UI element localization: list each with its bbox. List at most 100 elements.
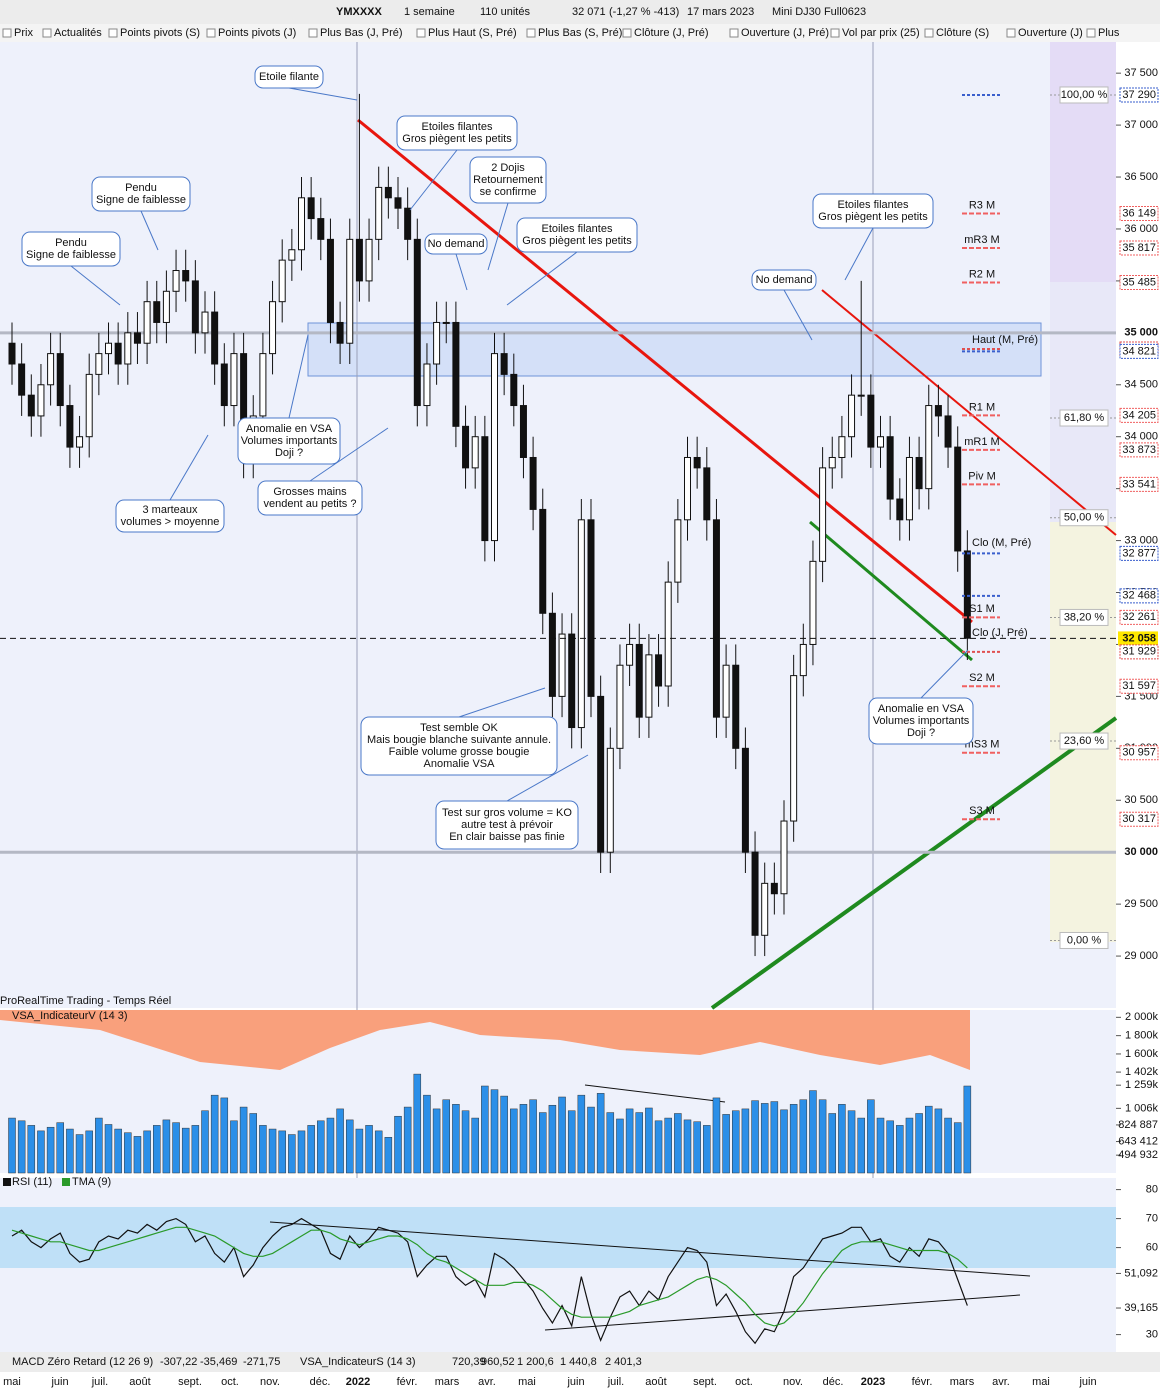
x-tick-label: déc. [823, 1376, 844, 1388]
volume-bar [953, 1122, 962, 1174]
callout [868, 697, 974, 745]
candle-body [770, 882, 778, 895]
callout [360, 716, 558, 776]
candle-body [491, 353, 498, 542]
tab-checkbox[interactable] [622, 28, 632, 38]
volume-bar [809, 1090, 817, 1174]
y-tick-label: 34 000 [1124, 431, 1158, 443]
candle-body [56, 353, 64, 407]
tab[interactable]: Plus [1098, 27, 1120, 39]
tab-checkbox[interactable] [2, 28, 12, 38]
units[interactable]: 110 unités [480, 6, 530, 18]
tab-checkbox[interactable] [924, 28, 934, 38]
candle-body [577, 519, 585, 729]
x-tick-label: août [645, 1376, 666, 1388]
tab[interactable]: Ouverture (J) [1018, 27, 1083, 39]
candle-body [635, 643, 643, 718]
callout-pointer [409, 149, 458, 211]
candle-body [95, 353, 103, 375]
candle-body [529, 456, 537, 510]
tab[interactable]: Plus Haut (S, Pré) [428, 27, 517, 39]
callout-text: Etoiles filantes [542, 223, 613, 235]
price-tag-label: 33 541 [1122, 478, 1156, 490]
callout [751, 269, 817, 291]
x-tick-label: oct. [735, 1376, 753, 1388]
x-tick-label: juin [566, 1376, 584, 1388]
x-tick-label: 2022 [346, 1376, 370, 1388]
volume-bar [693, 1121, 701, 1174]
price-tag-label: 31 929 [1122, 646, 1156, 658]
tab[interactable]: Plus Bas (J, Pré) [320, 27, 403, 39]
tab[interactable]: Points pivots (J) [218, 27, 296, 39]
candle-body [587, 519, 595, 697]
x-tick-label: mars [435, 1376, 460, 1388]
tab-checkbox[interactable] [416, 28, 426, 38]
candle-body [809, 560, 817, 645]
candle-body [346, 238, 354, 344]
tab-checkbox[interactable] [42, 28, 52, 38]
candle-body [133, 332, 141, 344]
callout-pointer [783, 289, 813, 341]
volume-bar [85, 1130, 93, 1174]
callout-pointer [506, 251, 578, 306]
volume-bar [37, 1130, 45, 1174]
fib-zone [1050, 42, 1116, 282]
fib-label: 38,20 % [1064, 611, 1105, 623]
tab-checkbox[interactable] [108, 28, 118, 38]
x-tick-label: nov. [260, 1376, 280, 1388]
volume-bar [548, 1104, 557, 1174]
fib-zone [1050, 522, 1116, 942]
volume-trendline [584, 1084, 726, 1103]
tab[interactable]: Vol par prix (25) [842, 27, 920, 39]
x-tick-label: juil. [91, 1376, 109, 1388]
callout-text: Gros piègent les petits [402, 133, 512, 145]
volume-bar [432, 1108, 441, 1174]
volume-bar [346, 1119, 354, 1174]
candle-body [500, 353, 508, 375]
pivot-name: R2 M [969, 268, 995, 280]
candle-body [269, 301, 277, 355]
tab[interactable]: Actualités [54, 27, 102, 39]
y-tick-label: 35 000 [1124, 327, 1158, 339]
volume-bar [915, 1113, 923, 1174]
callout-pointer [920, 649, 969, 699]
tab[interactable]: Prix [14, 27, 33, 39]
tab[interactable]: Plus Bas (S, Pré) [538, 27, 622, 39]
source-label: ProRealTime Trading - Temps Réel [0, 995, 171, 1007]
tab-checkbox[interactable] [1006, 28, 1016, 38]
candle-body [172, 270, 180, 292]
tab[interactable]: Clôture (J, Pré) [634, 27, 709, 39]
candle-body [616, 664, 624, 749]
volume-bar [288, 1134, 296, 1174]
y-tick-label: 37 500 [1124, 67, 1158, 79]
tab[interactable]: Points pivots (S) [120, 27, 200, 39]
tab-checkbox[interactable] [729, 28, 739, 38]
volume-bar [741, 1108, 750, 1174]
candle-body [211, 311, 219, 365]
callout [91, 176, 191, 212]
period[interactable]: 1 semaine [404, 6, 455, 18]
tab[interactable]: Clôture (S) [936, 27, 989, 39]
price-tag-label: 34 821 [1122, 345, 1156, 357]
tab[interactable]: Ouverture (J, Pré) [741, 27, 829, 39]
tab-checkbox[interactable] [830, 28, 840, 38]
tab-checkbox[interactable] [1086, 28, 1096, 38]
price-tag [1119, 87, 1159, 103]
candle-body [944, 415, 952, 448]
candle-body [934, 405, 942, 417]
callout [469, 156, 547, 204]
y-tick-label: 34 500 [1124, 379, 1158, 391]
tab-checkbox[interactable] [308, 28, 318, 38]
x-tick-label: avr. [992, 1376, 1010, 1388]
tab-checkbox[interactable] [206, 28, 216, 38]
price-tag-label: 32 877 [1122, 547, 1156, 559]
candle-body [761, 882, 769, 936]
callout-text: Doji ? [275, 447, 303, 459]
candle-body [684, 456, 691, 521]
symbol[interactable]: YMXXXX [336, 6, 383, 18]
price-tag [1119, 678, 1159, 694]
tab-checkbox[interactable] [526, 28, 536, 38]
callout-pointer [309, 427, 389, 482]
price-tag [1119, 609, 1159, 625]
volume-bar [239, 1106, 248, 1174]
